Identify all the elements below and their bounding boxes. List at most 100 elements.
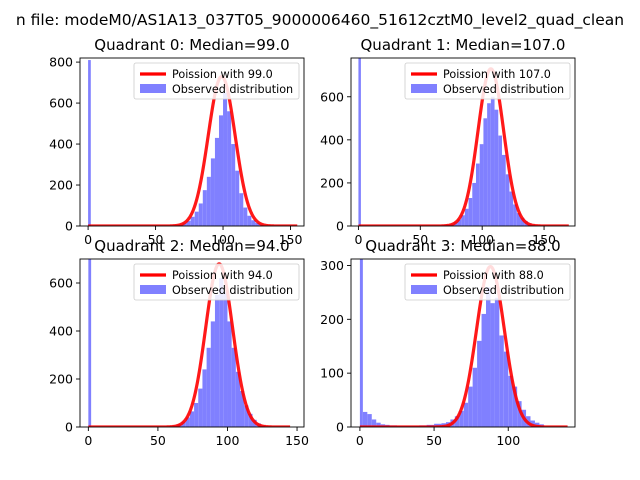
- y-tick-label: 600: [49, 276, 73, 291]
- hist-bar: [463, 402, 469, 427]
- y-tick-label: 0: [65, 219, 73, 234]
- x-tick-label: 100: [216, 433, 240, 448]
- legend-label-poisson: Poission with 107.0: [443, 68, 551, 81]
- panel-title: Quadrant 2: Median=94.0: [94, 237, 289, 255]
- y-tick-label: 600: [49, 96, 73, 111]
- hist-bar: [214, 137, 219, 226]
- hist-bar: [202, 190, 207, 226]
- hist-bar: [464, 208, 469, 226]
- hist-bar: [520, 217, 525, 226]
- hist-bar: [223, 92, 228, 226]
- hist-bar: [185, 417, 190, 427]
- hist-bar: [509, 191, 514, 226]
- hist-bar: [475, 163, 480, 226]
- hist-bar: [499, 335, 504, 427]
- x-tick-label: 0: [356, 433, 364, 448]
- hist-bar: [223, 292, 228, 427]
- hist-bar: [490, 303, 495, 427]
- legend-label-poisson: Poission with 88.0: [443, 269, 544, 282]
- hist-bar: [235, 170, 240, 226]
- y-tick-label: 400: [49, 324, 73, 339]
- x-tick-label: 0: [354, 232, 362, 247]
- hist-bar: [198, 203, 203, 226]
- hist-bar: [454, 416, 460, 427]
- panels: 0 50 100 150 0 200 400 600 800 Poission with 99.0…: [49, 36, 576, 448]
- hist-bar: [194, 211, 199, 226]
- legend: Poission with 88.0 Observed distribution: [404, 263, 571, 301]
- legend-label-observed: Observed distribution: [443, 83, 564, 96]
- hist-bar: [508, 375, 513, 427]
- y-tick-label: 0: [65, 420, 73, 435]
- hist-bar: [487, 103, 491, 226]
- plot-area: [358, 259, 569, 427]
- hist-bar: [485, 287, 491, 427]
- plot-area: [87, 60, 299, 226]
- hist-bar: [247, 215, 252, 226]
- legend: Poission with 107.0 Observed distribution: [404, 62, 571, 100]
- legend-box: [404, 263, 571, 301]
- hist-bar: [255, 222, 260, 226]
- hist-bar: [244, 405, 249, 427]
- legend-box: [404, 62, 571, 100]
- axes-frame: [350, 258, 576, 428]
- panel-title: Quadrant 0: Median=99.0: [94, 36, 289, 54]
- hist-bar: [490, 96, 495, 226]
- poisson-line: [87, 74, 299, 226]
- plot-area: [87, 259, 292, 427]
- legend: Poission with 94.0 Observed distribution: [133, 263, 300, 301]
- hist-bar: [186, 220, 191, 226]
- hist-bar: [501, 154, 506, 226]
- hist-bar: [468, 198, 473, 226]
- legend-box: [133, 62, 300, 100]
- panel-2: 0 50 100 150 0 200 400 600 Poission with 94.0 Obs…: [49, 237, 309, 448]
- hist-bar: [359, 259, 363, 427]
- axes-frame: [79, 57, 305, 227]
- hist-bar: [461, 215, 465, 226]
- hist-bar: [505, 174, 510, 226]
- hist-bar: [516, 213, 521, 226]
- hist-bar: [472, 182, 476, 226]
- hist-bar: [214, 295, 220, 427]
- hist-bar: [513, 204, 517, 226]
- hist-bar: [498, 135, 502, 226]
- hist-bar: [210, 158, 215, 226]
- hist-bar: [235, 371, 240, 427]
- hist-bar: [227, 111, 232, 226]
- x-tick-label: 100: [211, 232, 235, 247]
- hist-bar: [362, 411, 368, 427]
- y-tick-label: 400: [320, 132, 344, 147]
- y-tick-label: 400: [49, 137, 73, 152]
- y-tick-label: 100: [320, 366, 344, 381]
- y-tick-label: 200: [320, 312, 344, 327]
- legend-hist-swatch: [411, 84, 437, 93]
- x-tick-label: 150: [532, 232, 556, 247]
- hist-bar: [367, 414, 372, 427]
- hist-bar: [218, 115, 224, 226]
- hist-bar: [198, 388, 203, 427]
- hist-bar: [376, 422, 381, 427]
- hist-bar: [206, 347, 211, 427]
- axes-frame: [350, 57, 576, 227]
- hist-bar: [206, 176, 211, 226]
- legend-label-poisson: Poission with 94.0: [172, 269, 273, 282]
- panel-3: 0 50 100 0 100 200 300 Poission with 88.0 Observ…: [320, 237, 576, 448]
- hist-bar: [181, 421, 186, 427]
- hist-bar: [371, 419, 377, 427]
- panel-1: 0 50 100 150 0 200 400 600 Poission with 107.0 Ob…: [320, 36, 576, 247]
- hist-bar: [483, 118, 488, 226]
- x-tick-label: 50: [426, 433, 442, 448]
- y-tick-label: 600: [320, 89, 344, 104]
- hist-bar: [240, 391, 245, 427]
- hist-bar: [227, 321, 232, 427]
- hist-bar: [251, 220, 256, 226]
- y-tick-label: 300: [320, 258, 344, 273]
- panel-title: Quadrant 1: Median=107.0: [361, 36, 566, 54]
- x-tick-label: 0: [84, 433, 92, 448]
- hist-bar: [494, 297, 500, 427]
- legend: Poission with 99.0 Observed distribution: [133, 62, 300, 100]
- axes-frame: [79, 258, 305, 428]
- hist-bar: [472, 367, 478, 427]
- hist-bar: [459, 410, 464, 427]
- y-tick-label: 200: [320, 175, 344, 190]
